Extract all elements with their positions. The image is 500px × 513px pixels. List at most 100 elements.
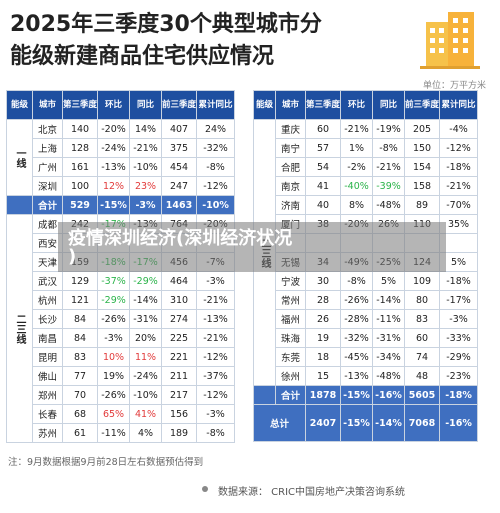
table-row: 珠海 19 -32% -31% 60 -33% [254, 328, 479, 348]
value-cell: 156 [161, 404, 198, 424]
city-cell: 长沙 [32, 309, 63, 329]
value-cell: 70 [61, 385, 99, 405]
value-cell: -3% [439, 309, 479, 329]
col-city: 城市 [275, 90, 306, 120]
table-sum-row: 合计 1878 -15% -16% 5605 -18% [253, 385, 479, 405]
value-cell: 454 [161, 157, 198, 177]
tier-label: 二三线 [6, 214, 33, 443]
value-cell: 83 [404, 309, 441, 329]
city-cell: 武汉 [32, 271, 63, 291]
value-cell: -23% [439, 366, 479, 386]
value-cell: -8% [196, 157, 236, 177]
value-cell: -29% [129, 271, 163, 291]
left-supply-table: 能级 城市 第三季度 环比 同比 前三季度 累计同比 一线 北京 140 -20% 14… [6, 90, 236, 443]
value-cell: -13% [196, 309, 236, 329]
value-cell: 48 [404, 366, 441, 386]
value-cell: 121 [61, 290, 99, 310]
value-cell: -12% [196, 347, 236, 367]
value-cell: -14% [372, 290, 406, 310]
value-cell: -16% [439, 404, 479, 442]
table-row: 佛山 77 19% -24% 211 -37% [7, 366, 236, 386]
col-q3: 第三季度 [304, 90, 342, 120]
value-cell: 247 [161, 176, 198, 196]
unit-label: 单位：万平方米 [422, 81, 486, 91]
value-cell: 5605 [404, 385, 441, 405]
city-cell: 北京 [32, 119, 63, 139]
value-cell: 12% [97, 176, 131, 196]
value-cell: -17% [439, 290, 479, 310]
value-cell: -70% [439, 195, 479, 215]
value-cell: 407 [161, 119, 198, 139]
value-cell: 211 [161, 366, 198, 386]
value-cell: -21% [439, 176, 479, 196]
value-cell: 80 [404, 290, 441, 310]
value-cell: -19% [372, 119, 406, 139]
value-cell: -26% [97, 385, 131, 405]
city-cell: 徐州 [275, 366, 306, 386]
col-tier: 能级 [6, 90, 33, 120]
col-tier: 能级 [253, 90, 276, 120]
table-row: 宁波 30 -8% 5% 109 -18% [254, 271, 479, 291]
city-cell: 总计 [253, 404, 306, 442]
value-cell: 109 [404, 271, 441, 291]
value-cell: -37% [97, 271, 131, 291]
col-yoy: 同比 [129, 90, 163, 120]
city-cell: 上海 [32, 138, 63, 158]
table-row: 福州 26 -28% -11% 83 -3% [254, 309, 479, 329]
overlay-title: 疫情深圳经济(深圳经济状况 [68, 228, 293, 249]
value-cell: 274 [161, 309, 198, 329]
value-cell: 30 [304, 271, 342, 291]
city-cell: 东莞 [275, 347, 306, 367]
page-subtitle: 能级新建商品住宅供应情况 [10, 44, 275, 69]
value-cell: -26% [340, 290, 374, 310]
city-cell: 杭州 [32, 290, 63, 310]
value-cell: 464 [161, 271, 198, 291]
value-cell: 89 [404, 195, 441, 215]
value-cell: -21% [196, 328, 236, 348]
col-cum-yoy: 累计同比 [439, 90, 479, 120]
value-cell: -8% [340, 271, 374, 291]
value-cell: 18 [304, 347, 342, 367]
title-overlay-banner [58, 222, 446, 272]
value-cell: -12% [196, 176, 236, 196]
city-cell: 苏州 [32, 423, 63, 443]
city-cell: 昆明 [32, 347, 63, 367]
value-cell: 77 [61, 366, 99, 386]
city-cell: 珠海 [275, 328, 306, 348]
bullet-dot-icon [202, 486, 208, 492]
value-cell: 225 [161, 328, 198, 348]
value-cell: 1878 [304, 385, 342, 405]
value-cell: 375 [161, 138, 198, 158]
value-cell: 19 [304, 328, 342, 348]
value-cell: -12% [196, 385, 236, 405]
table-row: 常州 28 -26% -14% 80 -17% [254, 290, 479, 310]
table-row: 南昌 84 -3% 20% 225 -21% [7, 328, 236, 348]
value-cell: -13% [340, 366, 374, 386]
value-cell: 60 [304, 119, 342, 139]
value-cell: -3% [196, 404, 236, 424]
page-title: 2025年三季度30个典型城市分 [10, 12, 322, 37]
table-header-row: 能级 城市 第三季度 环比 同比 前三季度 累计同比 [6, 90, 236, 120]
value-cell: 8% [340, 195, 374, 215]
footnote: 注：9月数据根据9月前28日左右数据预估得到 [8, 457, 204, 468]
city-cell: 深圳 [32, 176, 63, 196]
value-cell: -31% [372, 328, 406, 348]
value-cell: -14% [129, 290, 163, 310]
value-cell: -26% [97, 309, 131, 329]
value-cell: 529 [61, 195, 99, 215]
value-cell: 11% [129, 347, 163, 367]
city-cell: 福州 [275, 309, 306, 329]
value-cell: -10% [196, 195, 236, 215]
overlay-title-cont: ) [68, 246, 77, 267]
value-cell: -24% [129, 366, 163, 386]
value-cell: 20% [129, 328, 163, 348]
table-sum-row: 总计 2407 -15% -14% 7068 -16% [253, 404, 479, 442]
col-qoq: 环比 [97, 90, 131, 120]
value-cell: 24% [196, 119, 236, 139]
value-cell: 10% [97, 347, 131, 367]
table-row: 徐州 15 -13% -48% 48 -23% [254, 366, 479, 386]
col-q3: 第三季度 [61, 90, 99, 120]
value-cell: -15% [97, 195, 131, 215]
value-cell: -48% [372, 366, 406, 386]
value-cell: -11% [97, 423, 131, 443]
